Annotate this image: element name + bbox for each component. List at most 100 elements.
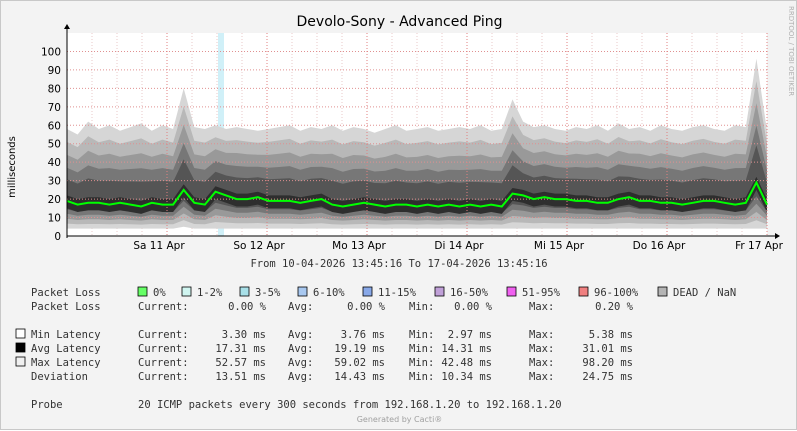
- y-tick-label: 60: [48, 120, 61, 132]
- y-tick-label: 70: [48, 102, 61, 114]
- stats-row-label: Max Latency: [31, 357, 101, 369]
- current-label: Current:: [138, 357, 189, 369]
- packet-loss-bucket-label: 0%: [153, 287, 166, 299]
- min-value: 0.00 %: [454, 301, 493, 313]
- max-label: Max:: [529, 301, 554, 313]
- packet-loss-swatch: [239, 286, 250, 297]
- packet-loss-swatch: [137, 286, 148, 297]
- y-tick-label: 0: [54, 231, 61, 243]
- current-value: 17.31 ms: [215, 343, 266, 355]
- series-swatch: [15, 342, 26, 353]
- current-label: Current:: [138, 343, 189, 355]
- series-swatch: [15, 356, 26, 367]
- avg-label: Avg:: [288, 343, 313, 355]
- min-value: 2.97 ms: [448, 329, 492, 341]
- current-label: Current:: [138, 329, 189, 341]
- latency-core-band: [67, 176, 767, 214]
- stats-row-label: Packet Loss: [31, 301, 101, 313]
- min-label: Min:: [409, 357, 434, 369]
- probe-label: Probe: [31, 399, 63, 411]
- avg-label: Avg:: [288, 371, 313, 383]
- packet-loss-bucket-label: 16-50%: [450, 287, 489, 299]
- max-label: Max:: [529, 329, 554, 341]
- x-axis-arrow: [775, 233, 780, 239]
- stats-row-label: Deviation: [31, 371, 88, 383]
- min-value: 14.31 ms: [441, 343, 492, 355]
- max-value: 0.20 %: [595, 301, 634, 313]
- packet-loss-bucket-label: 3-5%: [255, 287, 281, 299]
- avg-label: Avg:: [288, 329, 313, 341]
- current-value: 0.00 %: [228, 301, 267, 313]
- avg-value: 19.19 ms: [334, 343, 385, 355]
- legend: Packet Loss 0% 1-2% 3-5% 6-10% 11-15% 16-50% 51…: [15, 286, 736, 411]
- current-value: 52.57 ms: [215, 357, 266, 369]
- packet-loss-bucket-label: 6-10%: [313, 287, 345, 299]
- probe-text: 20 ICMP packets every 300 seconds from 1…: [138, 399, 562, 411]
- current-label: Current:: [138, 371, 189, 383]
- packet-loss-bucket-label: 1-2%: [197, 287, 223, 299]
- packet-loss-bucket-label: 96-100%: [594, 287, 639, 299]
- generated-by-footer: Generated by Cacti®: [356, 415, 443, 424]
- y-tick-label: 80: [48, 83, 61, 95]
- max-label: Max:: [529, 371, 554, 383]
- latency-chart: 0 10 20 30 40 50 60 70 80 90 100 Sa 11 Apr So 12 Ap…: [7, 24, 784, 270]
- max-label: Max:: [529, 357, 554, 369]
- avg-label: Avg:: [288, 301, 313, 313]
- max-value: 31.01 ms: [582, 343, 633, 355]
- min-label: Min:: [409, 343, 434, 355]
- y-axis-label: milliseconds: [7, 136, 18, 198]
- packet-loss-swatch: [362, 286, 373, 297]
- y-tick-label: 90: [48, 65, 61, 77]
- current-value: 3.30 ms: [222, 329, 266, 341]
- packet-loss-bucket-label: 51-95%: [522, 287, 561, 299]
- avg-value: 59.02 ms: [334, 357, 385, 369]
- min-label: Min:: [409, 371, 434, 383]
- max-value: 5.38 ms: [589, 329, 633, 341]
- x-tick-label: Mo 13 Apr: [332, 240, 386, 252]
- packet-loss-swatch: [657, 286, 668, 297]
- x-tick-label: Mi 15 Apr: [534, 240, 585, 252]
- packet-loss-swatch: [297, 286, 308, 297]
- current-label: Current:: [138, 301, 189, 313]
- packet-loss-swatch: [434, 286, 445, 297]
- graph-title: Devolo-Sony - Advanced Ping: [296, 14, 503, 30]
- y-tick-label: 40: [48, 157, 61, 169]
- avg-latency-line: [66, 180, 768, 208]
- current-value: 13.51 ms: [215, 371, 266, 383]
- x-tick-label: Fr 17 Apr: [735, 240, 783, 252]
- min-value: 10.34 ms: [441, 371, 492, 383]
- stats-row-label: Min Latency: [31, 329, 101, 341]
- y-tick-label: 10: [48, 213, 61, 225]
- avg-label: Avg:: [288, 357, 313, 369]
- x-tick-label: So 12 Apr: [233, 240, 285, 252]
- svg-text:RRDTOOL / TOBI OETIKER: RRDTOOL / TOBI OETIKER: [787, 6, 795, 96]
- x-tick-label: Do 16 Apr: [633, 240, 686, 252]
- y-tick-label: 30: [48, 176, 61, 188]
- packet-loss-swatch: [181, 286, 192, 297]
- min-value: 42.48 ms: [441, 357, 492, 369]
- series-swatch: [15, 328, 26, 339]
- max-value: 98.20 ms: [582, 357, 633, 369]
- x-range-label: From 10-04-2026 13:45:16 To 17-04-2026 1…: [250, 258, 547, 270]
- x-tick-label: Sa 11 Apr: [133, 240, 185, 252]
- packet-loss-bucket-label: DEAD / NaN: [673, 287, 736, 299]
- avg-value: 14.43 ms: [334, 371, 385, 383]
- avg-value: 0.00 %: [347, 301, 386, 313]
- packet-loss-bucket-label: 11-15%: [378, 287, 417, 299]
- rrdtool-watermark: RRDTOOL / TOBI OETIKER: [787, 6, 795, 96]
- y-axis-arrow: [64, 24, 70, 29]
- stats-row-label: Avg Latency: [31, 343, 101, 355]
- packet-loss-swatch: [578, 286, 589, 297]
- packet-loss-swatch: [506, 286, 517, 297]
- max-label: Max:: [529, 343, 554, 355]
- y-tick-label: 20: [48, 194, 61, 206]
- y-tick-label: 50: [48, 139, 61, 151]
- avg-value: 3.76 ms: [341, 329, 385, 341]
- x-tick-label: Di 14 Apr: [434, 240, 484, 252]
- min-label: Min:: [409, 301, 434, 313]
- packet-loss-legend-title: Packet Loss: [31, 287, 101, 299]
- y-tick-label: 100: [41, 46, 61, 58]
- max-value: 24.75 ms: [582, 371, 633, 383]
- min-label: Min:: [409, 329, 434, 341]
